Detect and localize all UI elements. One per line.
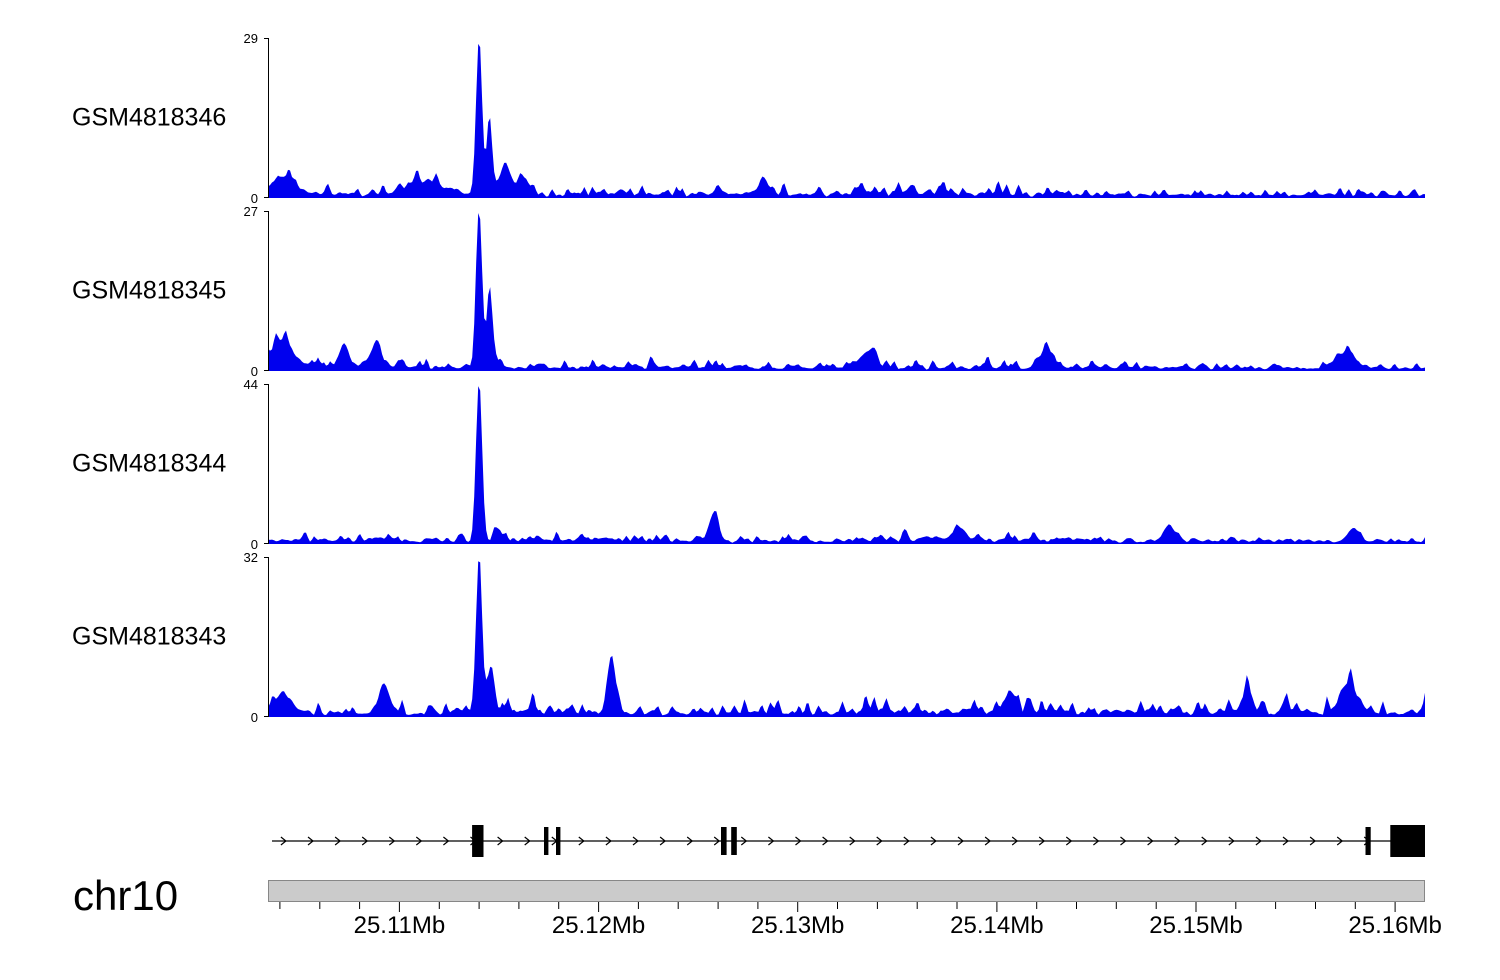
y-axis-zero-label: 0 [250,364,258,379]
arrow-right-icon [1120,836,1127,846]
coverage-signal [268,43,1425,199]
coverage-plot [264,384,1425,544]
arrow-right-icon [1174,836,1181,846]
ruler-ticks [279,902,1396,912]
y-axis-max-label: 29 [243,31,258,46]
arrow-right-icon [849,836,856,846]
coverage-track: GSM4818344 44 0 [0,377,1500,552]
arrow-right-icon [876,836,883,846]
arrow-right-icon [388,836,396,846]
arrow-right-icon [497,836,504,846]
arrow-right-icon [930,836,937,846]
arrow-right-icon [659,836,667,846]
arrow-right-icon [334,836,342,846]
arrow-right-icon [578,836,585,846]
coverage-plot [264,557,1425,717]
arrow-right-icon [280,836,287,846]
coverage-track: GSM4818346 29 0 [0,31,1500,206]
coverage-signal [268,386,1425,544]
chromosome-bar [268,880,1425,902]
arrow-right-icon [1065,836,1073,846]
exon-box [556,827,561,855]
gene-model-track [272,825,1425,857]
arrow-right-icon [984,836,992,846]
arrow-right-icon [361,836,369,846]
arrow-right-icon [1011,836,1019,846]
arrow-right-icon [307,836,314,846]
y-axis-zero-label: 0 [250,537,258,552]
arrow-right-icon [903,836,910,846]
arrow-right-icon [686,836,694,846]
arrow-right-icon [822,836,829,846]
y-axis-max-label: 32 [243,550,258,565]
axis-tick-label: 25.11Mb [353,912,446,939]
track-label: GSM4818346 [72,103,227,132]
arrow-right-icon [605,836,612,846]
axis-tick-label: 25.14Mb [950,912,1044,939]
arrow-right-icon [1228,836,1235,846]
track-label: GSM4818343 [72,622,227,651]
arrow-right-icon [1255,836,1262,846]
axis-tick-label: 25.13Mb [751,912,845,939]
arrow-right-icon [1093,836,1100,846]
coverage-track: GSM4818345 27 0 [0,204,1500,379]
arrow-right-icon [957,836,964,846]
arrow-right-icon [1201,836,1208,846]
chromosome-label: chr10 [73,872,179,919]
coverage-track: GSM4818343 32 0 [0,550,1500,725]
y-axis-max-label: 44 [243,377,258,392]
y-axis-max-label: 27 [243,204,258,219]
track-label: GSM4818345 [72,276,227,305]
arrow-right-icon [1336,836,1344,846]
arrow-right-icon [1309,836,1317,846]
arrow-right-icon [1038,836,1046,846]
coverage-plot [264,211,1425,371]
arrow-right-icon [713,836,721,846]
arrow-right-icon [632,836,639,846]
exon-box [472,825,484,857]
exon-box [1365,827,1371,855]
y-axis-zero-label: 0 [250,710,258,725]
axis-tick-label: 25.16Mb [1348,912,1442,939]
exon-box [721,827,727,855]
exon-boxes [472,825,1425,857]
y-axis-zero-label: 0 [250,191,258,206]
exon-box [1390,825,1425,857]
arrow-right-icon [740,836,748,846]
axis-tick-label: 25.12Mb [551,912,646,939]
arrow-right-icon [443,836,450,846]
arrow-right-icon [1147,836,1154,846]
arrow-right-icon [768,836,775,846]
coverage-signal [268,213,1425,371]
arrow-right-icon [524,836,531,846]
arrow-right-icon [415,836,423,846]
coverage-signal [268,561,1425,717]
axis-tick-label: 25.15Mb [1149,912,1243,939]
exon-box [544,827,549,855]
track-label: GSM4818344 [72,449,227,478]
arrow-right-icon [795,836,802,846]
arrow-right-icon [1282,836,1289,846]
exon-box [731,827,737,855]
coverage-plot [264,38,1425,199]
